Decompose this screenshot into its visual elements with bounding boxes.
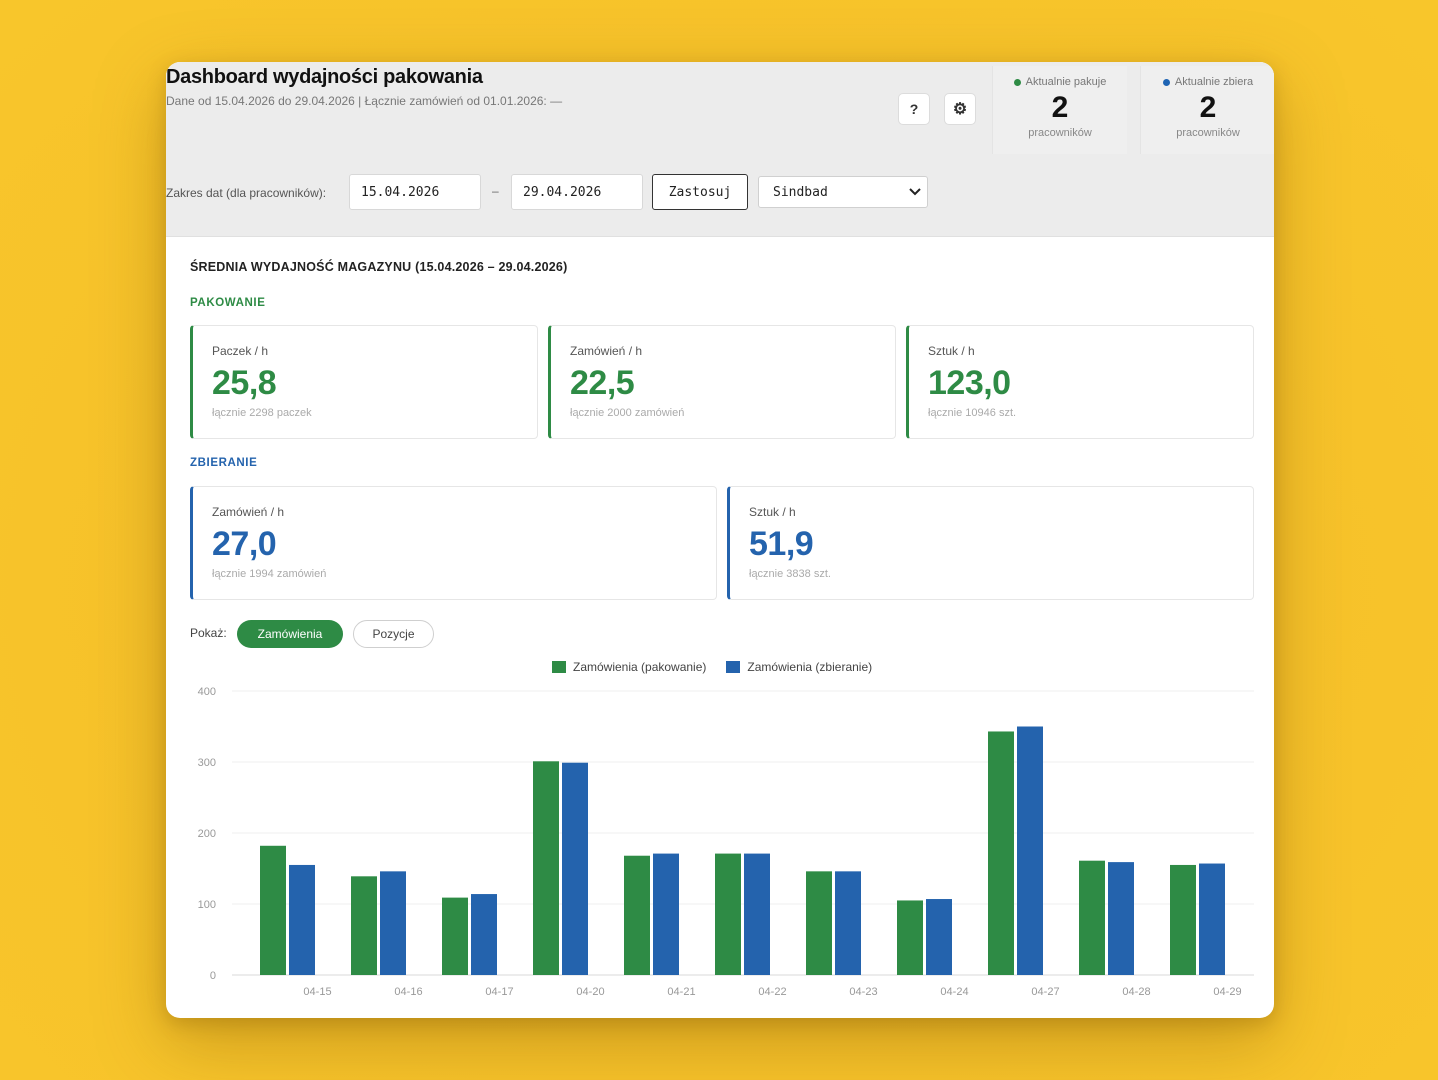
x-tick-label: 04-17 (485, 986, 513, 998)
bar-packing[interactable] (351, 876, 377, 975)
x-tick-label: 04-22 (758, 986, 786, 998)
question-icon: ? (909, 101, 919, 117)
bar-picking[interactable] (653, 853, 679, 975)
bar-picking[interactable] (835, 871, 861, 975)
settings-button[interactable]: ⚙ (944, 93, 976, 125)
status-packing-value: 2 (1051, 91, 1069, 124)
legend-swatch (726, 661, 741, 673)
x-tick-label: 04-24 (940, 986, 968, 998)
card-value: 27,0 (212, 525, 277, 563)
chevron-down-icon (909, 188, 921, 196)
bar-picking[interactable] (562, 762, 588, 975)
picking-card-items: Sztuk / h 51,9 łącznie 3838 szt. (727, 486, 1254, 600)
y-tick-label: 300 (198, 757, 216, 769)
bar-packing[interactable] (624, 855, 650, 975)
x-tick-label: 04-16 (394, 986, 422, 998)
status-packing-unit: pracowników (1028, 127, 1092, 139)
card-label: Paczek / h (212, 344, 269, 358)
bar-picking[interactable] (926, 899, 952, 975)
bar-picking[interactable] (1017, 726, 1043, 976)
date-range-label: Zakres dat (dla pracowników): (166, 186, 327, 200)
y-tick-label: 0 (210, 970, 216, 982)
status-picking: Aktualnie zbiera 2 pracowników (1140, 66, 1274, 154)
card-label: Zamówień / h (212, 505, 285, 519)
card-value: 51,9 (749, 525, 814, 563)
summary-title: ŚREDNIA WYDAJNOŚĆ MAGAZYNU (15.04.2026 –… (190, 260, 568, 274)
date-to-input[interactable]: 29.04.2026 (511, 174, 643, 210)
card-total: łącznie 2000 zamówień (570, 407, 685, 419)
card-value: 25,8 (212, 364, 277, 402)
x-tick-label: 04-29 (1213, 986, 1241, 998)
legend-item-picking[interactable]: Zamówienia (zbieranie) (726, 660, 872, 674)
x-tick-label: 04-23 (849, 986, 877, 998)
y-tick-label: 200 (198, 828, 216, 840)
apply-button[interactable]: Zastosuj (652, 174, 748, 210)
card-value: 123,0 (928, 364, 1011, 402)
bar-picking[interactable] (1108, 862, 1134, 975)
picking-card-orders: Zamówień / h 27,0 łącznie 1994 zamówień (190, 486, 717, 600)
bar-picking[interactable] (471, 894, 497, 975)
card-total: łącznie 3838 szt. (749, 568, 831, 580)
bar-packing[interactable] (988, 731, 1014, 975)
picking-group-label: ZBIERANIE (190, 457, 258, 469)
dashboard-window: Dashboard wydajności pakowania Dane od 1… (166, 62, 1274, 1018)
legend-label: Zamówienia (pakowanie) (573, 660, 707, 674)
packing-card-items: Sztuk / h 123,0 łącznie 10946 szt. (906, 325, 1254, 439)
date-separator: – (492, 184, 499, 198)
card-total: łącznie 10946 szt. (928, 407, 1017, 419)
packing-group-label: PAKOWANIE (190, 297, 266, 309)
bar-packing[interactable] (897, 900, 923, 975)
store-select-value: Sindbad (773, 184, 828, 200)
page-title: Dashboard wydajności pakowania (166, 66, 483, 88)
bar-packing[interactable] (1079, 860, 1105, 975)
packing-card-orders: Zamówień / h 22,5 łącznie 2000 zamówień (548, 325, 896, 439)
orders-bar-chart: 0 100 200 300 400 04-15 04-16 04-17 04-20 04-21 04… (198, 686, 1254, 998)
bar-picking[interactable] (1199, 863, 1225, 975)
card-total: łącznie 2298 paczek (212, 407, 312, 419)
status-packing-label: Aktualnie pakuje (1025, 76, 1107, 88)
bar-packing[interactable] (1170, 864, 1196, 975)
header: Dashboard wydajności pakowania Dane od 1… (166, 62, 1274, 237)
x-tick-label: 04-21 (667, 986, 695, 998)
bar-packing[interactable] (533, 761, 559, 975)
card-total: łącznie 1994 zamówień (212, 568, 327, 580)
legend-item-packing[interactable]: Zamówienia (pakowanie) (552, 660, 706, 674)
date-from-input[interactable]: 15.04.2026 (349, 174, 481, 210)
store-select[interactable]: Sindbad (758, 176, 928, 208)
status-packing: Aktualnie pakuje 2 pracowników (992, 66, 1127, 154)
card-label: Sztuk / h (928, 344, 975, 358)
bar-picking[interactable] (289, 864, 315, 975)
status-picking-unit: pracowników (1176, 127, 1240, 139)
status-dot-icon (1162, 78, 1170, 86)
status-dot-icon (1013, 78, 1021, 86)
help-button[interactable]: ? (898, 93, 930, 125)
toggle-items-button[interactable]: Pozycje (353, 620, 434, 648)
bar-packing[interactable] (442, 897, 468, 975)
bar-packing[interactable] (806, 871, 832, 975)
bar-packing[interactable] (260, 845, 286, 975)
x-tick-label: 04-27 (1031, 986, 1059, 998)
toggle-orders-button[interactable]: Zamówienia (237, 620, 343, 648)
card-label: Sztuk / h (749, 505, 796, 519)
status-picking-label: Aktualnie zbiera (1174, 76, 1254, 88)
bar-picking[interactable] (744, 853, 770, 975)
x-tick-label: 04-20 (576, 986, 604, 998)
show-label: Pokaż: (190, 626, 227, 640)
x-tick-label: 04-28 (1122, 986, 1150, 998)
packing-card-parcels: Paczek / h 25,8 łącznie 2298 paczek (190, 325, 538, 439)
gear-icon: ⚙ (952, 101, 968, 118)
chart-legend: Zamówienia (pakowanie) Zamówienia (zbier… (552, 660, 872, 674)
legend-swatch (552, 661, 566, 673)
legend-label: Zamówienia (zbieranie) (747, 660, 873, 674)
card-value: 22,5 (570, 364, 635, 402)
x-tick-label: 04-15 (303, 986, 331, 998)
bar-picking[interactable] (380, 871, 406, 975)
page-subtitle: Dane od 15.04.2026 do 29.04.2026 | Łączn… (166, 94, 563, 108)
y-tick-label: 400 (198, 686, 216, 698)
status-picking-value: 2 (1199, 91, 1217, 124)
y-tick-label: 100 (198, 899, 216, 911)
card-label: Zamówień / h (570, 344, 643, 358)
bar-packing[interactable] (715, 853, 741, 975)
